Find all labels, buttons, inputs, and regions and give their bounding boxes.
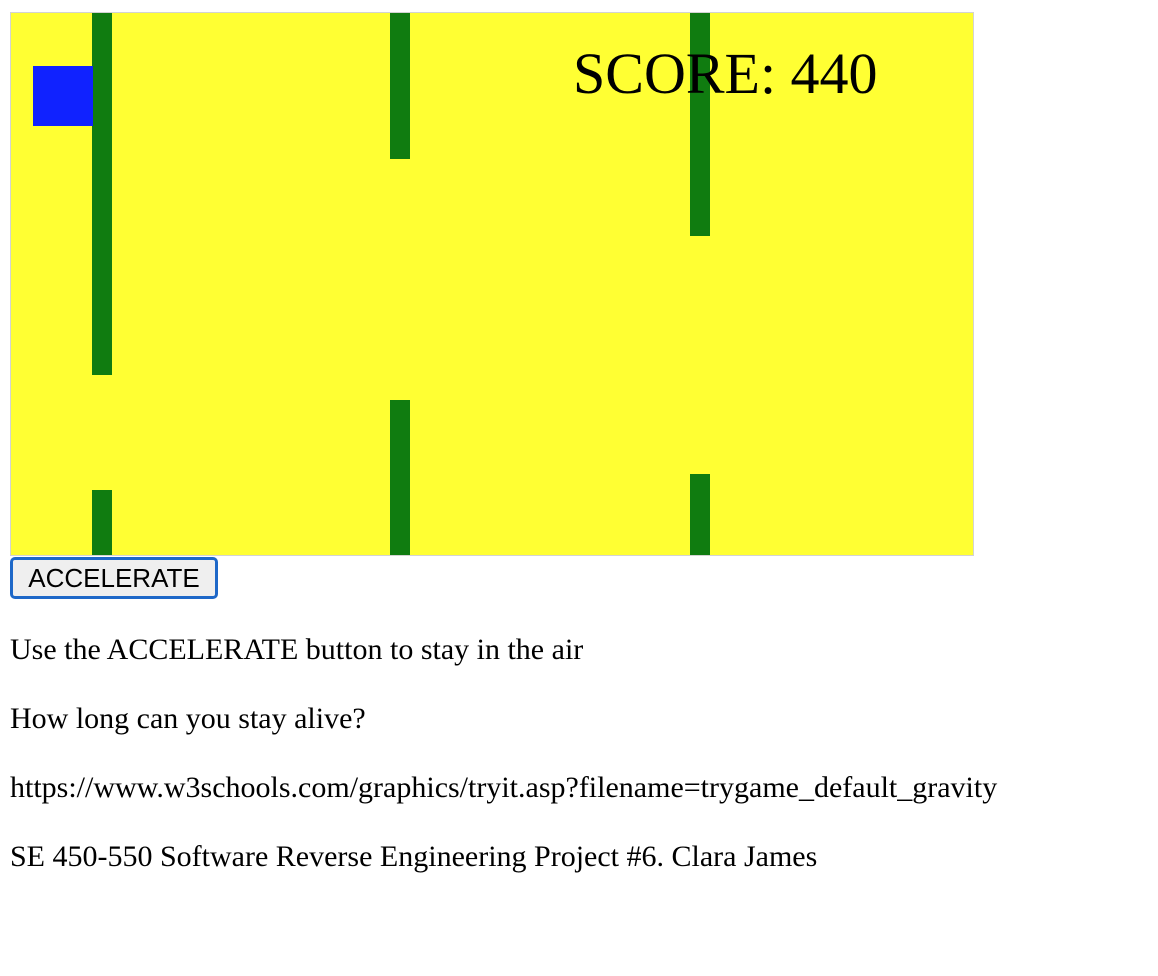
accelerate-button[interactable]: ACCELERATE [10,557,218,599]
obstacle-bottom [92,490,112,555]
obstacle-bottom [390,400,410,555]
obstacle-top [92,13,112,375]
obstacle-top [690,13,710,236]
source-url-text: https://www.w3schools.com/graphics/tryit… [10,771,998,804]
player-square [33,66,93,126]
obstacle-bottom [690,474,710,555]
question-text: How long can you stay alive? [10,702,366,735]
game-canvas: SCORE: 440 [10,12,974,556]
score-display: SCORE: 440 [573,41,878,106]
instruction-text: Use the ACCELERATE button to stay in the… [10,633,584,666]
obstacle-top [390,13,410,159]
credit-text: SE 450-550 Software Reverse Engineering … [10,840,818,873]
